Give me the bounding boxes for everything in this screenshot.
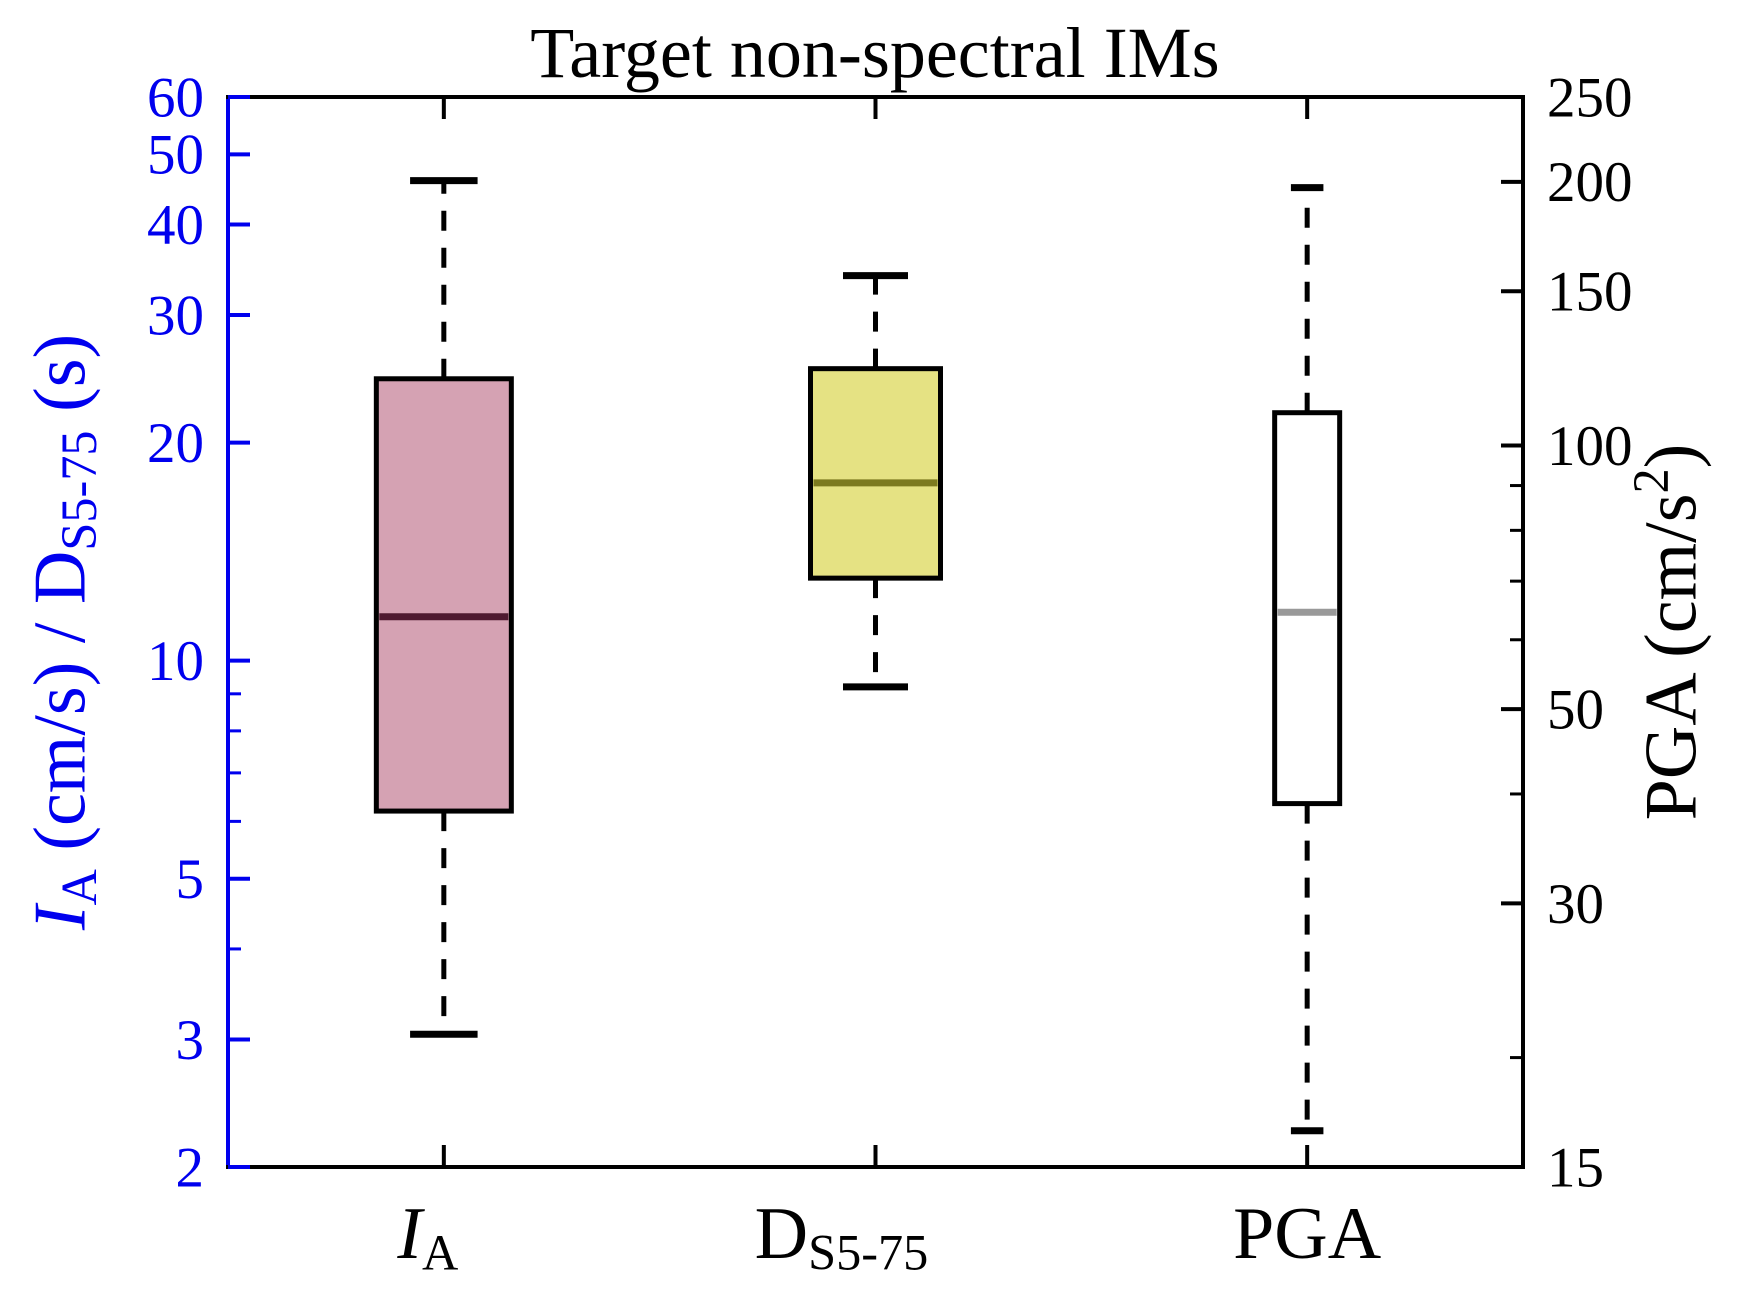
right-axis-tick-label-100: 100 [1547, 415, 1633, 478]
label-part: S5-75 [808, 1224, 929, 1281]
iqr-box-ia [373, 376, 514, 814]
label-part: I [397, 1193, 422, 1275]
label-part: I [19, 905, 102, 931]
x-tick-label-pga: PGA [1233, 1193, 1382, 1275]
left-axis-tick-label-50: 50 [147, 124, 204, 187]
label-part: 2 [1622, 468, 1679, 494]
left-axis-tick-label-60: 60 [147, 66, 204, 129]
left-axis-tick-label-5: 5 [176, 848, 205, 911]
label-part: ) [1630, 443, 1713, 469]
left-axis-tick-label-2: 2 [176, 1136, 205, 1199]
label-part: D [754, 1193, 809, 1275]
x-tick-label-ds5-75: DS5-75 [754, 1193, 929, 1281]
right-axis-tick-label-15: 15 [1547, 1136, 1604, 1199]
label-part: A [50, 869, 107, 906]
left-axis-tick-label-30: 30 [147, 284, 204, 347]
left-y-axis-label: IA (cm/s) / DS5-75 (s) [19, 333, 107, 931]
right-axis-tick-label-200: 200 [1547, 151, 1633, 214]
right-axis-tick-label-30: 30 [1547, 873, 1604, 936]
label-part: PGA (cm/s [1630, 493, 1713, 821]
iqr-box-pga [1272, 410, 1343, 807]
right-axis-tick-label-50: 50 [1547, 678, 1604, 741]
label-part: S5-75 [50, 430, 107, 551]
label-part: (cm/s) / D [19, 550, 102, 870]
label-part: (s) [19, 333, 102, 431]
left-axis-tick-label-3: 3 [176, 1009, 205, 1072]
chart-title: Target non-spectral IMs [530, 13, 1220, 93]
left-axis-tick-label-40: 40 [147, 194, 204, 257]
label-part: A [421, 1224, 459, 1281]
right-axis-tick-label-250: 250 [1547, 66, 1633, 129]
box-ia [373, 177, 514, 1038]
left-axis-tick-label-10: 10 [147, 630, 204, 693]
right-y-axis-label: PGA (cm/s2) [1622, 443, 1713, 821]
x-tick-label-ia: IA [397, 1193, 459, 1281]
right-axis-tick-label-150: 150 [1547, 261, 1633, 324]
iqr-box-ds5-75 [808, 366, 943, 581]
left-axis-tick-label-20: 20 [147, 412, 204, 475]
label-part: PGA [1233, 1193, 1382, 1275]
box-ds5-75 [808, 272, 943, 691]
box-pga [1272, 184, 1343, 1135]
